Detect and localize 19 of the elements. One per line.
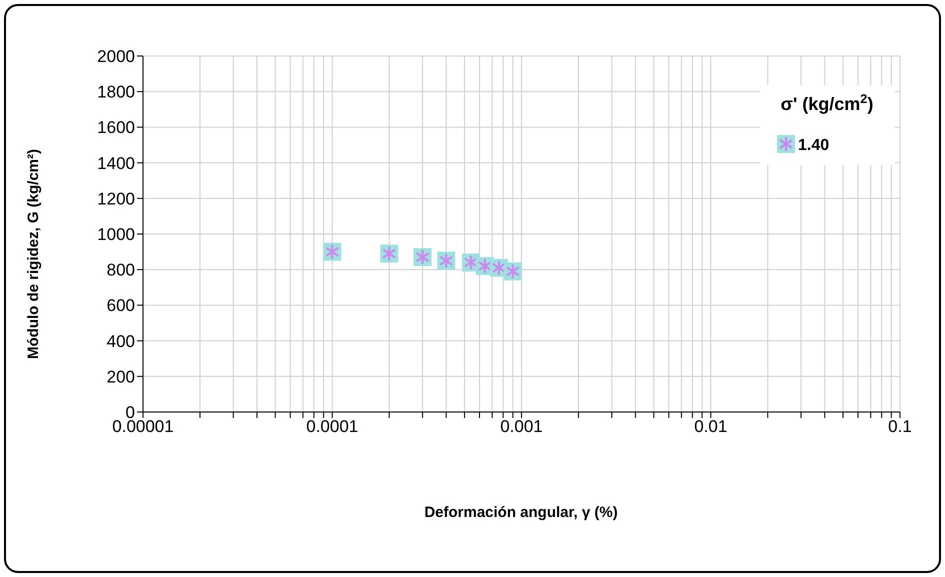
y-tick-label: 800: [106, 260, 135, 280]
x-axis-title: Deformación angular, γ (%): [424, 504, 618, 521]
y-tick-label: 2000: [97, 47, 135, 66]
y-tick-label: 1800: [97, 82, 135, 102]
y-tick-label: 1600: [97, 118, 135, 138]
legend-label: 1.40: [798, 137, 830, 154]
y-tick-label: 1000: [97, 225, 135, 244]
y-tick-label: 1200: [97, 189, 135, 208]
x-tick-label: 0.01: [694, 417, 728, 436]
y-tick-label: 600: [106, 296, 135, 316]
x-tick-label: 0.0001: [306, 417, 358, 436]
x-tick-label: 0.001: [500, 417, 543, 436]
legend-title: σ' (kg/cm$^{2}$): [780, 92, 874, 114]
y-tick-label: 400: [106, 332, 135, 351]
x-tick-label: 0.00001: [112, 417, 174, 436]
y-tick-label: 200: [106, 367, 135, 386]
y-tick-label: 1400: [97, 154, 135, 173]
y-axis-title: Módulo de rigidez, G (kg/cm²): [25, 148, 42, 359]
x-tick-label: 0.1: [888, 417, 912, 436]
